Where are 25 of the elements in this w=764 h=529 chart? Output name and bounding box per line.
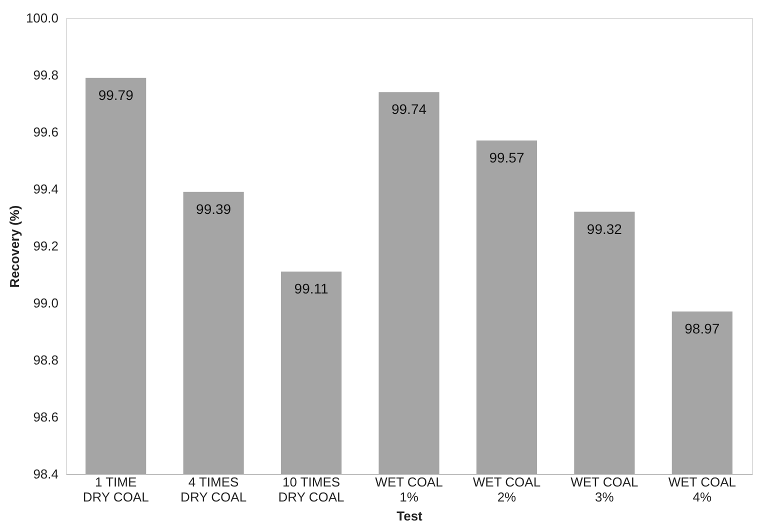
x-tick-label: WET COAL 4% [668, 474, 736, 504]
x-tick-label: WET COAL 1% [375, 474, 443, 504]
y-tick-label: 100.0 [26, 10, 58, 26]
data-label: 99.79 [98, 86, 134, 103]
x-tick-label: WET COAL 2% [472, 474, 541, 504]
data-label: 99.74 [391, 101, 427, 118]
y-axis-title: Recovery (%) [6, 205, 22, 288]
data-label: 98.97 [684, 320, 720, 337]
y-tick-label: 99.8 [33, 68, 58, 82]
x-tick-label: 10 TIMES DRY COAL [278, 474, 344, 504]
y-tick-label: 98.8 [33, 352, 58, 368]
x-tick-label: 4 TIMES DRY COAL [180, 474, 247, 504]
y-tick-label: 98.4 [33, 466, 58, 482]
data-label: 99.57 [489, 150, 524, 166]
x-axis-title: Test [396, 508, 424, 524]
y-tick-label: 98.6 [33, 410, 58, 424]
y-tick-label: 99.2 [33, 238, 58, 254]
x-tick-label: 1 TIME DRY COAL [82, 474, 149, 504]
x-tick-label: WET COAL 3% [570, 474, 638, 504]
data-label: 99.11 [294, 280, 328, 297]
data-label: 99.32 [586, 220, 622, 237]
y-tick-label: 99.0 [33, 296, 58, 310]
y-tick-label: 99.6 [33, 124, 58, 140]
y-tick-label: 99.4 [33, 182, 58, 196]
data-label: 99.39 [196, 200, 232, 217]
